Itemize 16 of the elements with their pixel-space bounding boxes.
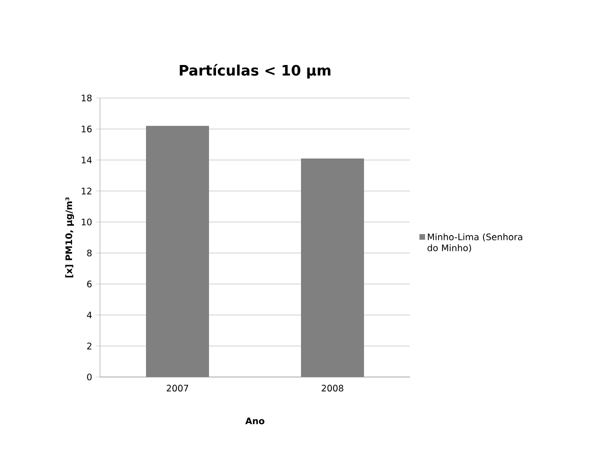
chart-title: Partículas < 10 µm <box>180 64 330 79</box>
y-tick-label: 10 <box>82 218 92 226</box>
y-tick-label: 0 <box>87 374 92 380</box>
y-tick-label: 12 <box>82 188 92 194</box>
x-tick-label: 2007 <box>166 384 188 392</box>
y-tick-label: 18 <box>82 94 92 102</box>
x-axis-title: Ano <box>245 418 264 424</box>
y-tick-label: 16 <box>82 126 92 132</box>
y-tick-label: 2 <box>87 342 92 350</box>
y-tick-label: 8 <box>87 250 92 256</box>
y-tick-label: 6 <box>87 280 92 288</box>
y-axis-title: [x] PM10, µg/m³ <box>65 197 74 278</box>
legend-label: Minho-Lima (Senhora do Minho) <box>428 233 522 252</box>
y-tick-label: 14 <box>82 156 92 164</box>
y-tick-label: 4 <box>86 312 92 318</box>
x-tick-label: 2008 <box>322 384 344 392</box>
